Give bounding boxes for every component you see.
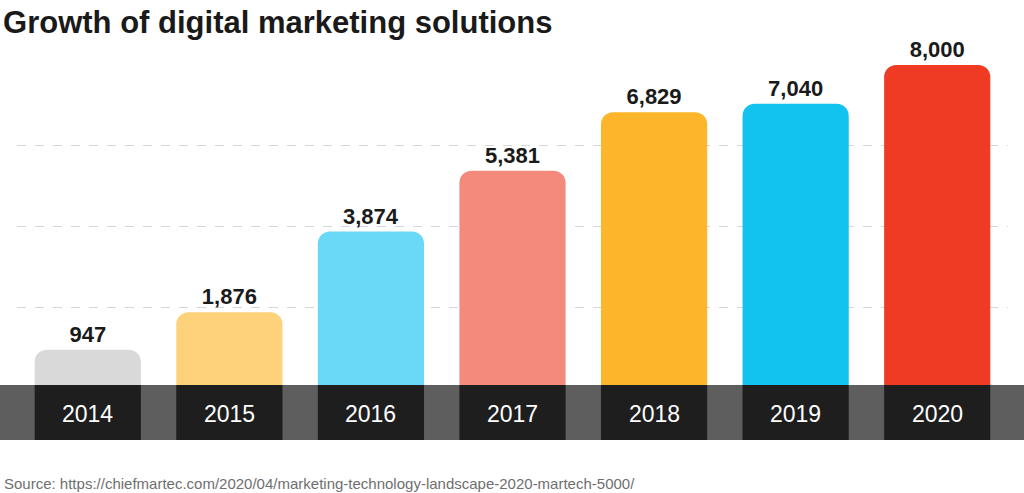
- svg-text:947: 947: [69, 322, 106, 347]
- svg-text:2020: 2020: [912, 401, 963, 427]
- svg-text:Source: https://chiefmartec.co: Source: https://chiefmartec.com/2020/04/…: [4, 475, 635, 492]
- svg-text:7,040: 7,040: [768, 76, 823, 101]
- svg-text:3,874: 3,874: [343, 204, 399, 229]
- svg-text:6,829: 6,829: [627, 84, 682, 109]
- svg-text:2019: 2019: [770, 401, 821, 427]
- svg-text:5,381: 5,381: [485, 143, 540, 168]
- svg-text:2014: 2014: [62, 401, 113, 427]
- svg-text:8,000: 8,000: [910, 37, 965, 62]
- svg-text:Growth of digital marketing so: Growth of digital marketing solutions: [3, 5, 552, 40]
- svg-text:2017: 2017: [487, 401, 538, 427]
- svg-text:1,876: 1,876: [202, 284, 257, 309]
- svg-text:2018: 2018: [629, 401, 680, 427]
- svg-text:2016: 2016: [345, 401, 396, 427]
- svg-text:2015: 2015: [204, 401, 255, 427]
